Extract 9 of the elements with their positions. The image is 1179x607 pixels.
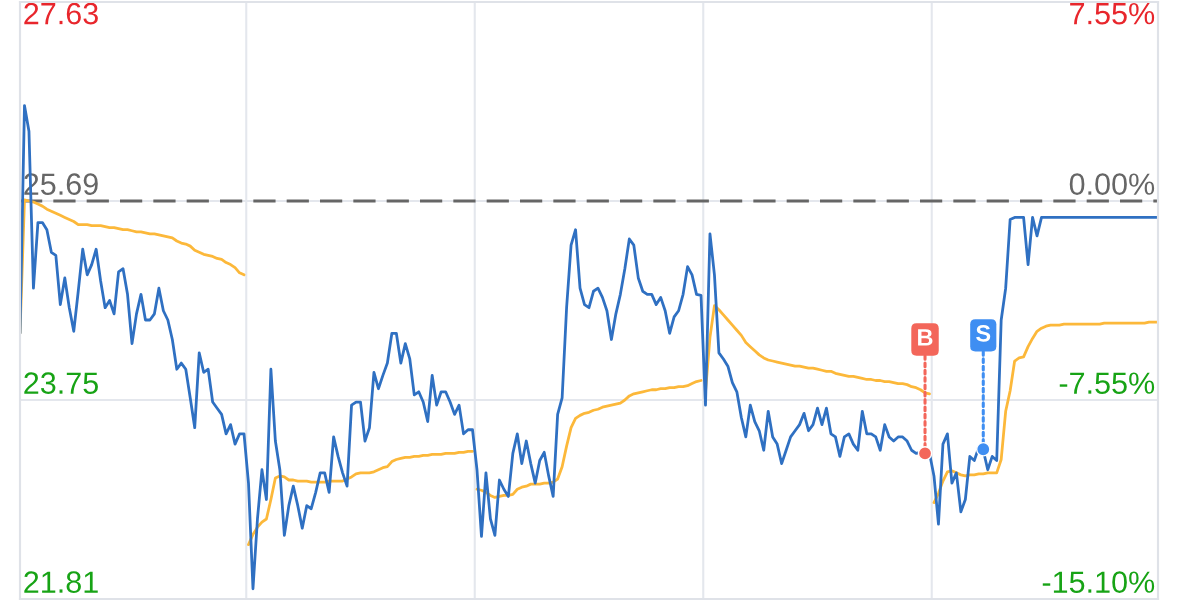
y2-tick-label: -15.10% <box>1042 571 1155 593</box>
y-tick-label: 23.75 <box>24 372 98 394</box>
y-tick-label: 27.63 <box>24 2 98 25</box>
y2-tick-label: 0.00% <box>1069 173 1155 195</box>
y2-tick-label: -7.55% <box>1059 372 1155 394</box>
data-label: B <box>918 329 933 346</box>
y-tick-label: 21.81 <box>24 571 98 593</box>
data-label: S <box>976 324 991 342</box>
y2-tick-label: 7.55% <box>1070 2 1155 25</box>
